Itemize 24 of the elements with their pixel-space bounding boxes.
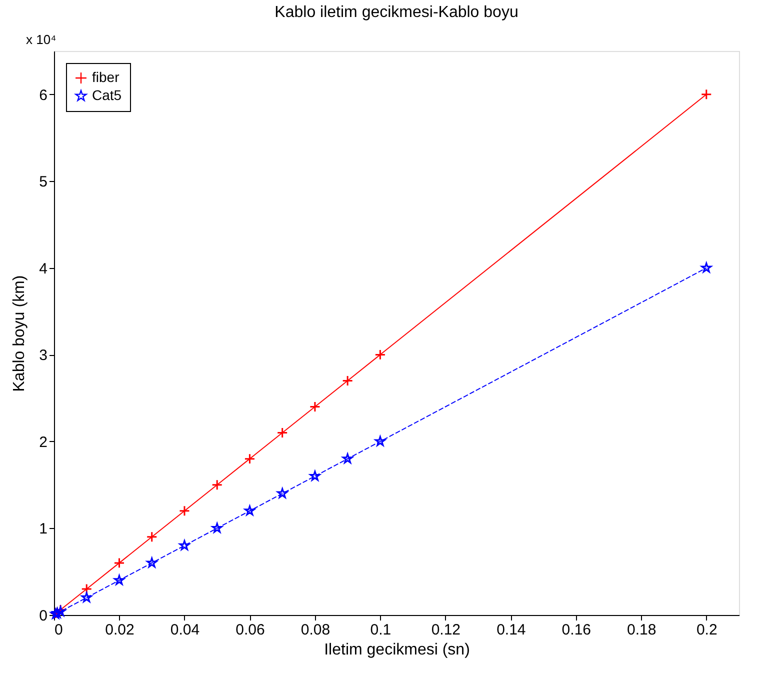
x-axis-title: Iletim gecikmesi (sn): [324, 642, 470, 658]
x-tick-label: 0.18: [627, 622, 656, 638]
x-tick-label: 0.12: [431, 622, 461, 638]
x-tick-label: 0.14: [496, 622, 526, 638]
text: x 10⁴: [26, 32, 56, 47]
chart-title: Kablo iletim gecikmesi-Kablo boyu: [274, 4, 518, 21]
legend-label: Cat5: [92, 87, 122, 103]
x-tick-label: 0: [54, 622, 63, 638]
x-tick-label: 0.04: [170, 622, 200, 638]
y-tick-label: 0: [39, 608, 48, 624]
y-tick-label: 6: [39, 86, 48, 104]
x-tick-label: 0.1: [370, 622, 392, 638]
y-tick-label: 3: [39, 347, 48, 364]
x-tick-label: 0.06: [236, 622, 265, 638]
y-tick-label: 4: [39, 260, 48, 278]
x-tick-label: 0.02: [105, 622, 134, 638]
y-tick-label: 1: [39, 520, 48, 538]
x-tick-label: 0.08: [300, 622, 330, 638]
legend-label: fiber: [92, 69, 120, 85]
y-tick-label: 2: [39, 434, 48, 451]
x-tick-label: 0.16: [562, 622, 592, 638]
y-tick-label: 5: [39, 174, 48, 191]
x-tick-label: 0.2: [696, 622, 718, 638]
y-axis-title: Kablo boyu (km): [11, 275, 28, 392]
